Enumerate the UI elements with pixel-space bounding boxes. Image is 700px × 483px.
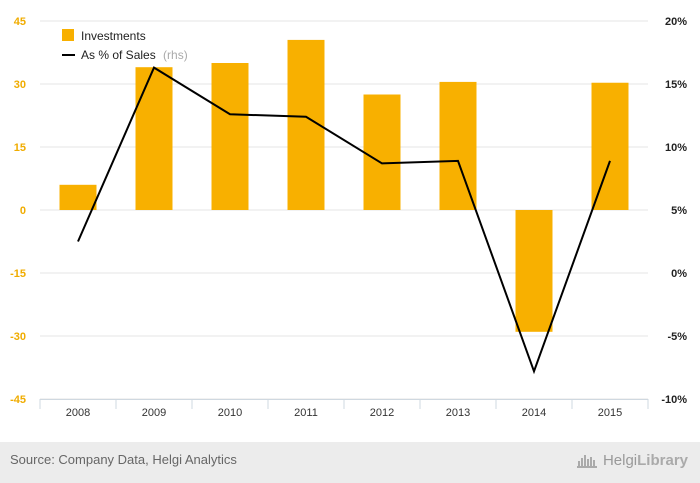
bar: [59, 184, 97, 210]
svg-text:As % of Sales (rhs): As % of Sales (rhs): [81, 48, 188, 62]
y-right-tick-label: 10%: [665, 142, 687, 154]
y-right-tick-label: 15%: [665, 79, 687, 91]
y-right-tick-label: -10%: [661, 394, 687, 406]
y-right-tick-label: -5%: [667, 331, 687, 343]
axes: 45 30 15 0 -15 -30 -45 20% 15% 10% 5% 0% -5% -10% 2008…: [10, 16, 687, 419]
helgi-library-logo-icon: [576, 455, 597, 468]
bar: [515, 210, 553, 332]
footer: Source: Company Data, Helgi Analytics He…: [0, 442, 700, 483]
bar: [211, 63, 249, 210]
y-left-tick-label: -30: [10, 331, 26, 343]
chart: 45 30 15 0 -15 -30 -45 20% 15% 10% 5% 0% -5% -10% 2008…: [10, 16, 687, 419]
brand-name-part1: Helgi: [602, 451, 638, 469]
x-tick-label: 2013: [446, 407, 470, 419]
legend-label-rhs: (rhs): [163, 48, 188, 62]
bar: [135, 67, 173, 210]
y-left-tick-label: -15: [10, 268, 26, 280]
bar: [439, 81, 477, 211]
legend: Investments As % of Sales (rhs): [62, 29, 188, 62]
gridlines: [40, 20, 648, 400]
bar: [363, 94, 401, 210]
y-left-tick-label: 15: [14, 142, 26, 154]
legend-label-investments: Investments: [81, 29, 146, 43]
x-tick-label: 2008: [66, 407, 90, 419]
x-tick-label: 2009: [142, 407, 166, 419]
x-tick-label: 2015: [598, 407, 622, 419]
brand-logo: Helgi Library: [576, 450, 688, 470]
line-percent-of-sales: [77, 66, 611, 375]
x-tick-label: 2012: [370, 407, 394, 419]
y-left-tick-label: -45: [10, 394, 26, 406]
y-right-tick-label: 5%: [671, 205, 687, 217]
bars-investments: [59, 39, 629, 332]
y-left-tick-label: 0: [20, 205, 26, 217]
legend-swatch-investments: [62, 29, 74, 41]
y-left-tick-label: 30: [14, 79, 26, 91]
y-right-tick-label: 20%: [665, 16, 687, 28]
legend-label-percent: As % of Sales: [81, 48, 156, 62]
source-text: Source: Company Data, Helgi Analytics: [10, 452, 237, 467]
x-tick-label: 2010: [218, 407, 242, 419]
y-right-tick-label: 0%: [671, 268, 687, 280]
y-left-tick-label: 45: [14, 16, 26, 28]
brand-name-part2: Library: [637, 451, 688, 469]
x-tick-label: 2014: [522, 407, 546, 419]
line-series: [77, 66, 611, 375]
bar: [591, 82, 629, 210]
x-tick-label: 2011: [294, 407, 318, 419]
